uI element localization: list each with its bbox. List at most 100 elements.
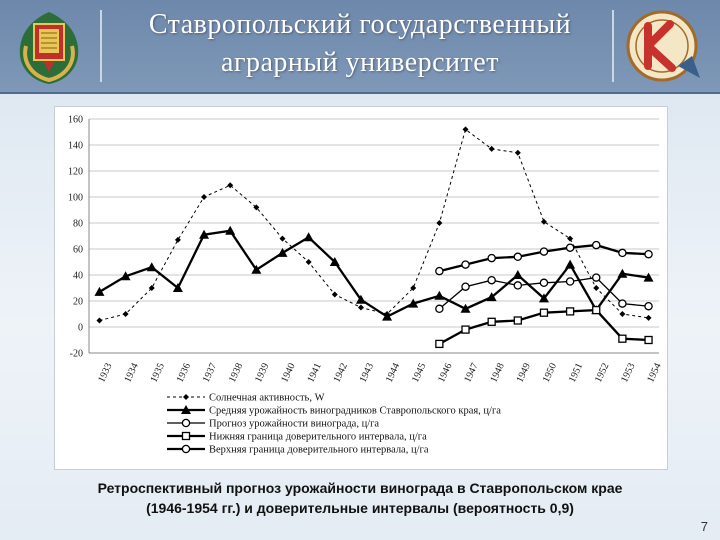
legend-swatch-marker <box>181 405 191 414</box>
series-0-point <box>462 126 469 133</box>
title-line-2: аграрный университет <box>221 47 499 78</box>
legend-swatch-marker <box>181 418 191 428</box>
series-3-point <box>435 339 444 349</box>
x-tick-label: 1954 <box>645 361 663 384</box>
series-0-point <box>436 220 443 226</box>
x-tick-label: 1950 <box>541 361 559 384</box>
x-tick-label: 1943 <box>358 361 376 384</box>
x-tick-label: 1942 <box>332 361 350 384</box>
series-2-point <box>487 275 496 285</box>
series-4-point <box>591 240 601 250</box>
faculty-logo-icon <box>626 10 700 82</box>
series-1-point <box>251 264 262 274</box>
series-3-point <box>592 305 601 315</box>
series-2-point <box>435 304 444 314</box>
x-tick-label: 1934 <box>122 361 140 384</box>
series-3-point <box>539 308 549 317</box>
series-2-point <box>644 301 653 311</box>
series-1-point <box>382 311 393 321</box>
legend-entry-3: Нижняя граница доверительного интервала,… <box>167 432 427 443</box>
series-0-point <box>148 285 155 291</box>
x-tick-label: 1941 <box>305 361 323 384</box>
series-0-point <box>488 145 495 152</box>
series-1-point <box>460 303 471 313</box>
series-3-point <box>461 325 470 334</box>
series-0-point <box>567 235 574 242</box>
series-2-point <box>565 277 575 286</box>
series-4-point <box>487 253 496 263</box>
page-number: 7 <box>700 519 708 534</box>
x-tick-label: 1939 <box>253 361 271 384</box>
series-1-point <box>199 229 210 239</box>
slide-header: Ставропольский государственный аграрный … <box>0 0 720 94</box>
y-tick-label: 120 <box>68 167 83 178</box>
series-0-point <box>593 285 600 291</box>
x-tick-label: 1946 <box>436 361 454 384</box>
x-tick-label: 1937 <box>201 361 219 384</box>
y-tick-label: 20 <box>73 297 83 308</box>
series-2-point <box>591 273 601 282</box>
x-tick-label: 1952 <box>593 361 611 384</box>
series-3-point <box>618 334 627 343</box>
series-1-point <box>486 292 497 302</box>
series-4 <box>435 240 653 276</box>
legend-entry-1: Средняя урожайность виноградников Ставро… <box>167 405 501 417</box>
x-tick-label: 1944 <box>384 361 402 384</box>
series-0-point <box>96 317 103 324</box>
caption-line-2: (1946-1954 гг.) и доверительные интервал… <box>146 500 574 516</box>
series-1-point <box>643 272 654 282</box>
legend-label: Прогноз урожайности винограда, ц/га <box>209 419 379 430</box>
legend-label: Нижняя граница доверительного интервала,… <box>209 432 427 443</box>
y-tick-label: 60 <box>73 245 83 256</box>
y-tick-label: 160 <box>68 115 83 126</box>
series-0-point <box>253 204 260 211</box>
series-2 <box>435 273 653 314</box>
series-0-point <box>540 218 547 225</box>
series-3-point <box>565 307 575 316</box>
legend-label: Средняя урожайность виноградников Ставро… <box>209 406 501 417</box>
legend-entry-0: Солнечная активность, W <box>167 393 325 404</box>
series-line-0 <box>99 128 649 321</box>
series-1-point <box>408 298 419 308</box>
x-tick-label: 1949 <box>515 361 533 384</box>
series-2-point <box>539 278 549 288</box>
series-0 <box>96 126 652 324</box>
caption-line-1: Ретроспективный прогноз урожайности вино… <box>97 480 623 496</box>
series-1-point <box>565 259 576 269</box>
legend-label: Верхняя граница доверительного интервала… <box>209 445 429 456</box>
legend-swatch-marker <box>181 444 191 454</box>
header-divider-right <box>612 10 614 82</box>
title-line-1: Ставропольский государственный <box>148 9 572 40</box>
series-4-point <box>461 260 470 269</box>
series-1-point <box>538 293 549 303</box>
y-tick-label: 40 <box>73 271 83 282</box>
series-0-point <box>357 304 364 311</box>
y-tick-label: 140 <box>68 141 83 152</box>
series-1-point <box>146 262 157 272</box>
series-line-1 <box>98 229 649 318</box>
university-crest-icon <box>19 12 79 84</box>
series-0-point <box>645 314 652 321</box>
x-tick-label: 1947 <box>462 361 480 384</box>
y-tick-label: 80 <box>73 219 83 230</box>
series-0-point <box>331 291 338 298</box>
series-2-point <box>513 281 523 290</box>
series-0-point <box>619 311 626 317</box>
series-1-point <box>172 283 183 292</box>
series-0-point <box>410 285 417 291</box>
legend-entry-2: Прогноз урожайности винограда, ц/га <box>167 419 379 430</box>
legend-swatch-marker <box>181 431 191 441</box>
legend-label: Солнечная активность, W <box>209 393 325 404</box>
series-1-point <box>225 225 236 235</box>
series-3-point <box>644 335 653 345</box>
x-tick-label: 1948 <box>488 361 506 384</box>
series-0-point <box>227 182 234 189</box>
series-1-point <box>94 286 105 296</box>
x-tick-label: 1953 <box>619 361 637 384</box>
series-0-point <box>514 149 521 156</box>
series-1-point <box>277 247 288 257</box>
x-tick-label: 1938 <box>227 361 245 384</box>
series-4-point <box>644 249 653 259</box>
series-4-point <box>513 252 523 262</box>
series-1-point <box>355 294 366 304</box>
